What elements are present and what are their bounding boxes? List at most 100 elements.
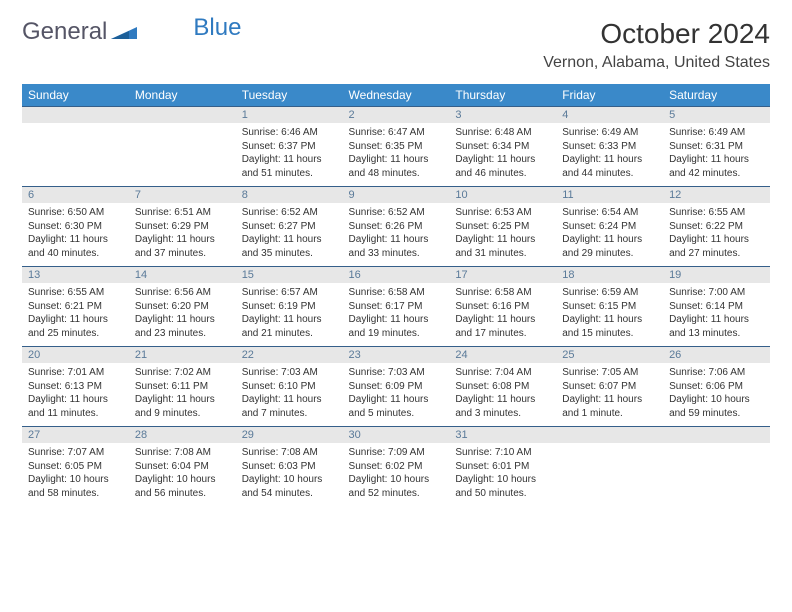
sunset-text: Sunset: 6:33 PM xyxy=(562,140,657,154)
sunset-text: Sunset: 6:08 PM xyxy=(455,380,550,394)
daylight-text: Daylight: 11 hours and 11 minutes. xyxy=(28,393,123,420)
daylight-text: Daylight: 11 hours and 1 minute. xyxy=(562,393,657,420)
day-number: 26 xyxy=(663,346,770,363)
sunrise-text: Sunrise: 6:53 AM xyxy=(455,206,550,220)
daylight-text: Daylight: 11 hours and 51 minutes. xyxy=(242,153,337,180)
day-number: 2 xyxy=(343,106,450,123)
day-body-cell: Sunrise: 6:49 AMSunset: 6:31 PMDaylight:… xyxy=(663,123,770,186)
day-body-cell: Sunrise: 7:07 AMSunset: 6:05 PMDaylight:… xyxy=(22,443,129,506)
day-number: 24 xyxy=(449,346,556,363)
sunrise-text: Sunrise: 6:54 AM xyxy=(562,206,657,220)
day-body-cell xyxy=(556,443,663,506)
day-details: Sunrise: 6:47 AMSunset: 6:35 PMDaylight:… xyxy=(343,123,450,186)
day-details: Sunrise: 6:46 AMSunset: 6:37 PMDaylight:… xyxy=(236,123,343,186)
logo-shape-icon xyxy=(111,18,137,46)
day-details: Sunrise: 7:01 AMSunset: 6:13 PMDaylight:… xyxy=(22,363,129,426)
day-number: 23 xyxy=(343,346,450,363)
week-body-row: Sunrise: 7:01 AMSunset: 6:13 PMDaylight:… xyxy=(22,363,770,426)
daylight-text: Daylight: 11 hours and 48 minutes. xyxy=(349,153,444,180)
day-details: Sunrise: 6:50 AMSunset: 6:30 PMDaylight:… xyxy=(22,203,129,266)
day-body-cell: Sunrise: 6:50 AMSunset: 6:30 PMDaylight:… xyxy=(22,203,129,266)
day-body-cell: Sunrise: 7:04 AMSunset: 6:08 PMDaylight:… xyxy=(449,363,556,426)
day-body-cell: Sunrise: 6:59 AMSunset: 6:15 PMDaylight:… xyxy=(556,283,663,346)
day-body-cell: Sunrise: 6:52 AMSunset: 6:26 PMDaylight:… xyxy=(343,203,450,266)
sunset-text: Sunset: 6:22 PM xyxy=(669,220,764,234)
sunset-text: Sunset: 6:35 PM xyxy=(349,140,444,154)
sunrise-text: Sunrise: 7:08 AM xyxy=(242,446,337,460)
daylight-text: Daylight: 11 hours and 25 minutes. xyxy=(28,313,123,340)
daylight-text: Daylight: 11 hours and 44 minutes. xyxy=(562,153,657,180)
brand-part1: General xyxy=(22,18,107,46)
brand-logo: General Blue xyxy=(22,18,241,46)
day-body-cell xyxy=(129,123,236,186)
day-body-cell xyxy=(22,123,129,186)
day-number-cell: 9 xyxy=(343,186,450,203)
daylight-text: Daylight: 11 hours and 13 minutes. xyxy=(669,313,764,340)
day-number: 3 xyxy=(449,106,556,123)
day-details: Sunrise: 7:05 AMSunset: 6:07 PMDaylight:… xyxy=(556,363,663,426)
daylight-text: Daylight: 11 hours and 19 minutes. xyxy=(349,313,444,340)
day-details: Sunrise: 7:08 AMSunset: 6:03 PMDaylight:… xyxy=(236,443,343,506)
calendar-table: SundayMondayTuesdayWednesdayThursdayFrid… xyxy=(22,84,770,506)
week-number-row: 20212223242526 xyxy=(22,346,770,363)
day-number-cell: 7 xyxy=(129,186,236,203)
sunrise-text: Sunrise: 6:50 AM xyxy=(28,206,123,220)
day-details: Sunrise: 6:52 AMSunset: 6:26 PMDaylight:… xyxy=(343,203,450,266)
sunrise-text: Sunrise: 7:06 AM xyxy=(669,366,764,380)
week-number-row: 12345 xyxy=(22,106,770,123)
week-number-row: 6789101112 xyxy=(22,186,770,203)
day-number-cell: 29 xyxy=(236,426,343,443)
sunrise-text: Sunrise: 6:49 AM xyxy=(562,126,657,140)
day-number-cell: 15 xyxy=(236,266,343,283)
day-number: 29 xyxy=(236,426,343,443)
sunrise-text: Sunrise: 7:08 AM xyxy=(135,446,230,460)
sunset-text: Sunset: 6:09 PM xyxy=(349,380,444,394)
day-number-cell: 19 xyxy=(663,266,770,283)
day-number-cell: 14 xyxy=(129,266,236,283)
sunrise-text: Sunrise: 6:49 AM xyxy=(669,126,764,140)
calendar-body: 12345Sunrise: 6:46 AMSunset: 6:37 PMDayl… xyxy=(22,106,770,506)
day-number-cell: 22 xyxy=(236,346,343,363)
title-block: October 2024 Vernon, Alabama, United Sta… xyxy=(543,18,770,72)
daylight-text: Daylight: 11 hours and 9 minutes. xyxy=(135,393,230,420)
day-number-cell: 18 xyxy=(556,266,663,283)
daylight-text: Daylight: 11 hours and 23 minutes. xyxy=(135,313,230,340)
day-number-cell: 25 xyxy=(556,346,663,363)
daylight-text: Daylight: 11 hours and 5 minutes. xyxy=(349,393,444,420)
day-number-cell: 11 xyxy=(556,186,663,203)
daylight-text: Daylight: 11 hours and 21 minutes. xyxy=(242,313,337,340)
day-body-cell: Sunrise: 6:55 AMSunset: 6:21 PMDaylight:… xyxy=(22,283,129,346)
sunset-text: Sunset: 6:15 PM xyxy=(562,300,657,314)
sunset-text: Sunset: 6:26 PM xyxy=(349,220,444,234)
location-label: Vernon, Alabama, United States xyxy=(543,54,770,72)
day-number: 31 xyxy=(449,426,556,443)
day-body-cell: Sunrise: 6:57 AMSunset: 6:19 PMDaylight:… xyxy=(236,283,343,346)
day-number: 25 xyxy=(556,346,663,363)
empty-day xyxy=(556,426,663,443)
day-number-cell: 6 xyxy=(22,186,129,203)
daylight-text: Daylight: 11 hours and 40 minutes. xyxy=(28,233,123,260)
day-body-cell: Sunrise: 7:01 AMSunset: 6:13 PMDaylight:… xyxy=(22,363,129,426)
day-number: 18 xyxy=(556,266,663,283)
page-title: October 2024 xyxy=(543,18,770,50)
day-details: Sunrise: 6:57 AMSunset: 6:19 PMDaylight:… xyxy=(236,283,343,346)
day-details: Sunrise: 7:10 AMSunset: 6:01 PMDaylight:… xyxy=(449,443,556,506)
day-details: Sunrise: 6:58 AMSunset: 6:16 PMDaylight:… xyxy=(449,283,556,346)
sunrise-text: Sunrise: 7:04 AM xyxy=(455,366,550,380)
day-number: 9 xyxy=(343,186,450,203)
sunrise-text: Sunrise: 6:48 AM xyxy=(455,126,550,140)
brand-part2: Blue xyxy=(193,14,241,42)
sunrise-text: Sunrise: 7:01 AM xyxy=(28,366,123,380)
day-number-cell: 3 xyxy=(449,106,556,123)
day-number: 4 xyxy=(556,106,663,123)
weekday-header-row: SundayMondayTuesdayWednesdayThursdayFrid… xyxy=(22,84,770,106)
day-details: Sunrise: 6:56 AMSunset: 6:20 PMDaylight:… xyxy=(129,283,236,346)
sunset-text: Sunset: 6:10 PM xyxy=(242,380,337,394)
daylight-text: Daylight: 11 hours and 33 minutes. xyxy=(349,233,444,260)
sunset-text: Sunset: 6:02 PM xyxy=(349,460,444,474)
day-details: Sunrise: 7:06 AMSunset: 6:06 PMDaylight:… xyxy=(663,363,770,426)
day-number: 11 xyxy=(556,186,663,203)
day-number-cell: 26 xyxy=(663,346,770,363)
sunset-text: Sunset: 6:34 PM xyxy=(455,140,550,154)
daylight-text: Daylight: 10 hours and 59 minutes. xyxy=(669,393,764,420)
